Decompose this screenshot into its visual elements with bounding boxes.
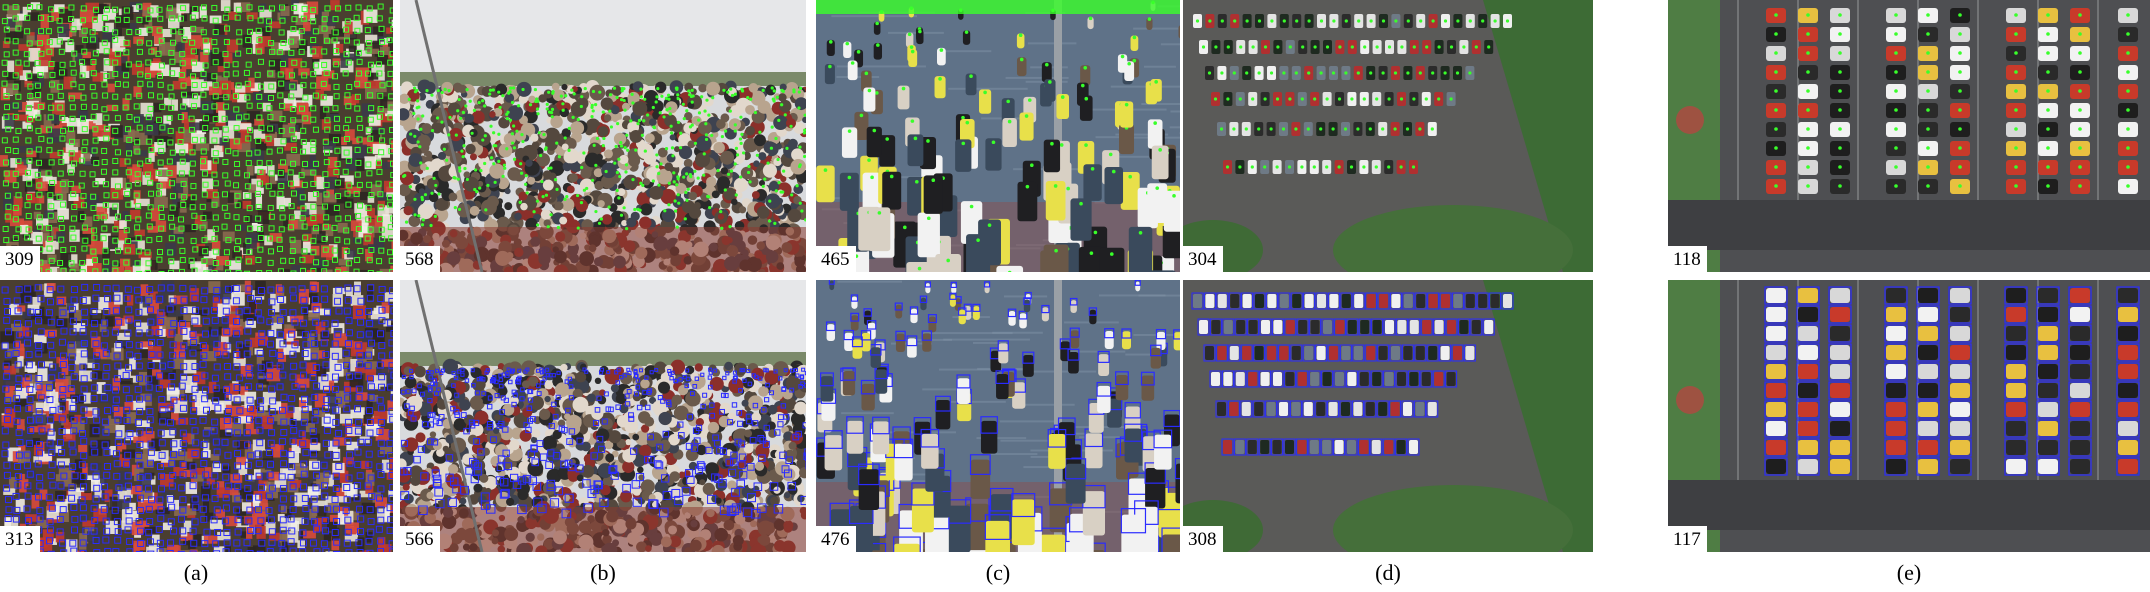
count-label: 117: [1668, 526, 1707, 552]
caption-b: (b): [590, 560, 616, 585]
image-c-bottom: 476: [816, 280, 1180, 552]
image-d-bottom: 308: [1183, 280, 1593, 552]
caption-c: (c): [985, 560, 1011, 585]
image-b-top: 568: [400, 0, 806, 272]
count-label: 568: [400, 246, 440, 272]
scene-street-pedestrians-boxes: [816, 280, 1180, 552]
image-e-top: 118: [1668, 0, 2150, 272]
count-label: 313: [0, 526, 40, 552]
image-a-bottom: 313: [0, 280, 393, 552]
scene-outdoor-crowd-points: [400, 0, 806, 272]
scene-aerial-parking-points: [1668, 0, 2150, 272]
caption-d: (d): [1375, 560, 1401, 585]
image-b-bottom: 566: [400, 280, 806, 552]
count-label: 465: [816, 246, 856, 272]
scene-aerial-parking-boxes: [1668, 280, 2150, 552]
count-label: 309: [0, 246, 40, 272]
count-label: 118: [1668, 246, 1707, 272]
scene-outdoor-crowd-boxes: [400, 280, 806, 552]
image-e-bottom: 117: [1668, 280, 2150, 552]
count-label: 304: [1183, 246, 1223, 272]
scene-parking-lot-points: [1183, 0, 1593, 272]
caption-e: (e): [1896, 560, 1922, 585]
scene-stadium-crowd-boxes: [0, 280, 393, 552]
count-label: 476: [816, 526, 856, 552]
count-label: 566: [400, 526, 440, 552]
image-a-top: 309: [0, 0, 393, 272]
scene-street-pedestrians-points: [816, 0, 1180, 272]
image-c-top: 465: [816, 0, 1180, 272]
scene-parking-lot-boxes: [1183, 280, 1593, 552]
caption-a: (a): [183, 560, 209, 585]
count-label: 308: [1183, 526, 1223, 552]
scene-stadium-crowd-points: [0, 0, 393, 272]
image-d-top: 304: [1183, 0, 1593, 272]
